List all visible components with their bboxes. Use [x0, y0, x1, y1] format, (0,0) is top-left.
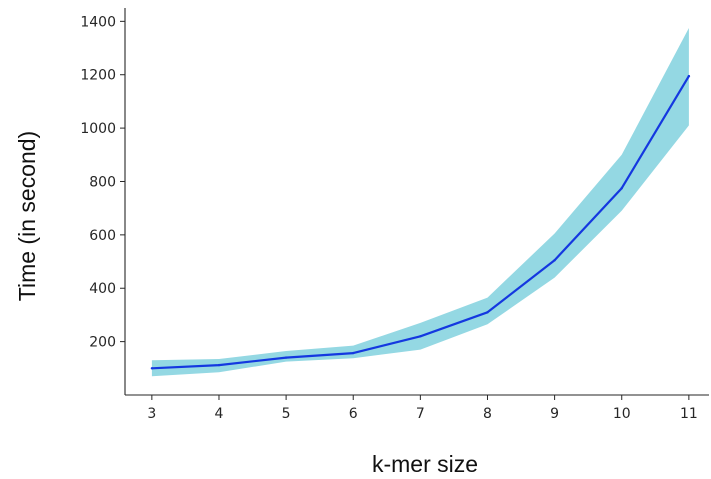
y-tick-label: 1200: [80, 68, 116, 84]
data-point: [486, 311, 489, 314]
x-tick-label: 4: [215, 406, 224, 422]
y-tick-label: 200: [89, 335, 116, 351]
x-axis-ticks: 3 4 5 6 7 8 9 10 11: [147, 395, 698, 422]
y-axis-ticks: 200 400 600 800 1000 1200 1400: [80, 14, 125, 351]
data-point: [217, 363, 221, 367]
data-point: [352, 351, 355, 355]
x-tick-label: 3: [147, 406, 156, 422]
y-tick-label: 400: [89, 281, 116, 297]
data-point: [150, 367, 154, 370]
y-tick-label: 600: [89, 228, 116, 244]
y-tick-label: 1400: [80, 14, 116, 30]
x-tick-label: 9: [550, 406, 559, 422]
confidence-band: [151, 28, 689, 377]
x-axis-title: k-mer size: [372, 451, 478, 477]
data-point: [419, 335, 422, 338]
data-point: [620, 187, 623, 190]
data-point: [284, 356, 288, 359]
y-axis-title: Time (in second): [14, 131, 40, 301]
axes: [124, 8, 709, 396]
x-tick-label: 8: [483, 406, 492, 422]
series-line-layer: [150, 74, 691, 370]
x-tick-label: 5: [282, 406, 291, 422]
x-tick-label: 6: [349, 406, 358, 422]
data-point: [687, 74, 691, 78]
x-tick-label: 10: [613, 406, 631, 422]
confidence-band-layer: [151, 28, 689, 377]
x-tick-label: 11: [680, 406, 698, 422]
data-point: [553, 259, 556, 262]
y-tick-label: 800: [89, 174, 116, 190]
y-tick-label: 1000: [80, 121, 116, 137]
x-tick-label: 7: [416, 406, 425, 422]
